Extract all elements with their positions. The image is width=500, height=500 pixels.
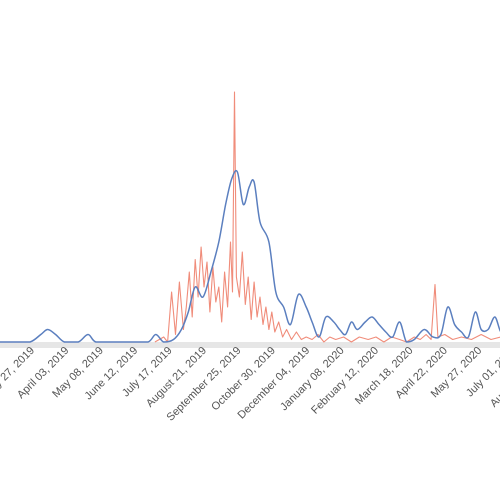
series-line-salmon <box>154 91 500 343</box>
x-tick-label: January 08, 2020 <box>278 345 347 414</box>
x-tick-label: August 21, 2019 <box>144 345 209 410</box>
chart-baseline <box>0 342 500 348</box>
series-line-blue <box>0 169 500 343</box>
chart-series <box>0 91 500 343</box>
x-tick-label: October 30, 2019 <box>209 345 278 414</box>
x-axis-baseline <box>0 342 500 348</box>
